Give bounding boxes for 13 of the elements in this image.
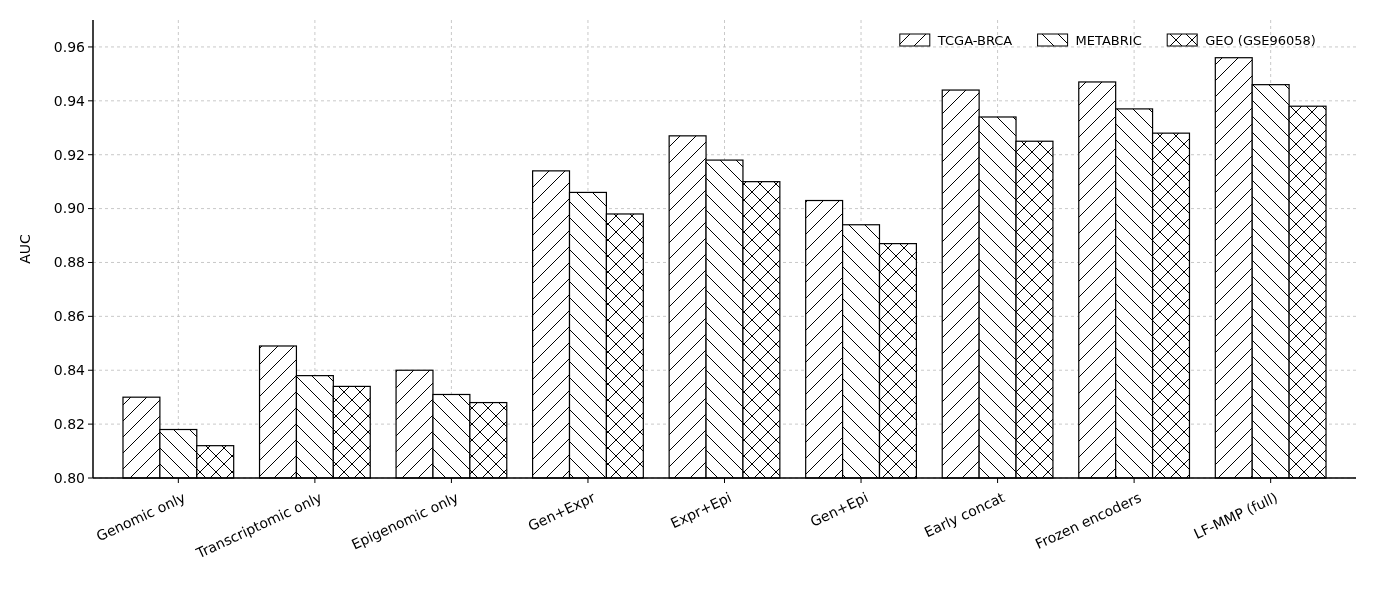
legend-label: TCGA-BRCA [936, 32, 1013, 48]
y-tick-label: 0.90 [53, 200, 85, 217]
y-tick-label: 0.84 [53, 362, 86, 379]
y-tick-label: 0.92 [53, 146, 85, 163]
y-tick-label: 0.94 [53, 92, 86, 109]
y-tick-label: 0.88 [53, 254, 85, 271]
y-tick-label: 0.96 [53, 38, 86, 55]
y-axis-title: AUC [17, 233, 33, 264]
y-tick-label: 0.80 [53, 469, 85, 486]
legend-label: METABRIC [1075, 32, 1142, 48]
y-tick-label: 0.86 [53, 308, 86, 325]
legend-label: GEO (GSE96058) [1205, 32, 1316, 48]
y-tick-label: 0.82 [53, 416, 85, 433]
